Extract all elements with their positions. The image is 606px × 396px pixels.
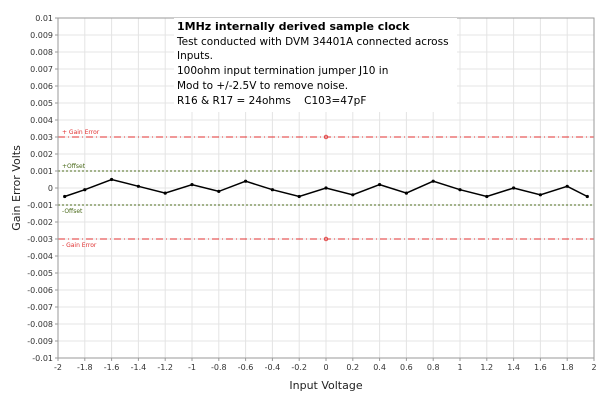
data-point	[217, 189, 221, 193]
x-tick-label: 0.4	[373, 363, 386, 372]
reference-line-label: + Gain Error	[62, 129, 100, 136]
data-point	[511, 186, 516, 190]
y-tick-label: -0.003	[27, 235, 53, 244]
y-tick-label: 0.006	[30, 82, 53, 91]
x-tick-label: 1.8	[561, 363, 574, 372]
data-point	[324, 186, 328, 190]
data-point	[538, 193, 543, 197]
reference-lines: + Gain Error +Offset -Offset - Gain Error	[58, 129, 594, 249]
y-tick-label: -0.004	[27, 252, 53, 261]
x-tick-label: 1.4	[507, 363, 520, 372]
x-axis-title: Input Voltage	[289, 379, 362, 392]
reference-line-label: - Gain Error	[62, 242, 97, 249]
x-tick-label: 0.8	[427, 363, 440, 372]
x-tick-label: -1.2	[157, 363, 173, 372]
y-tick-label: -0.01	[32, 354, 53, 363]
y-axis-title: Gain Error Volts	[10, 145, 23, 231]
x-tick-label: -1	[188, 363, 196, 372]
x-tick-label: 0.2	[346, 363, 359, 372]
y-tick-label: -0.008	[27, 320, 53, 329]
x-tick-label: 0	[323, 363, 328, 372]
data-point	[458, 188, 462, 192]
data-point	[431, 179, 435, 183]
y-tick-label: -0.009	[27, 337, 53, 346]
annotation-line-1: Test conducted with DVM 34401A connected…	[176, 36, 449, 48]
y-tick-label: -0.007	[27, 303, 53, 312]
x-tick-label: 1.2	[480, 363, 493, 372]
data-point	[351, 193, 355, 197]
annotation-line-2: Inputs.	[177, 50, 213, 62]
data-point	[378, 183, 382, 187]
y-tick-label: 0.007	[30, 65, 53, 74]
y-tick-label: 0.002	[30, 150, 53, 159]
data-point	[485, 194, 489, 199]
data-point	[190, 183, 194, 187]
data-point	[63, 194, 67, 199]
x-tick-label: -0.4	[265, 363, 281, 372]
x-tick-label: -0.2	[291, 363, 307, 372]
y-tick-label: 0.001	[30, 167, 53, 176]
data-point	[585, 194, 589, 199]
x-tick-label: 0.6	[400, 363, 413, 372]
y-tick-labels: 0.01 0.009 0.008 0.007 0.006 0.005 0.004 0.003 0…	[27, 14, 58, 363]
data-point	[297, 194, 301, 199]
annotation-background	[174, 18, 457, 112]
annotation-box: 1MHz internally derived sample clock Tes…	[174, 18, 457, 112]
data-point	[136, 184, 140, 188]
y-tick-label: -0.002	[27, 218, 53, 227]
x-tick-label: -0.6	[238, 363, 254, 372]
annotation-line-3: 100ohm input termination jumper J10 in	[177, 65, 388, 77]
x-tick-label: -1.4	[131, 363, 147, 372]
data-series	[63, 177, 589, 199]
y-tick-label: 0.004	[30, 116, 53, 125]
x-tick-label: 1	[457, 363, 462, 372]
reference-marker	[323, 134, 329, 140]
y-tick-label: 0	[48, 184, 53, 193]
annotation-line-4: Mod to +/-2.5V to remove noise.	[177, 80, 348, 92]
y-tick-label: 0.009	[30, 31, 53, 40]
x-tick-label: 2	[591, 363, 596, 372]
data-point	[565, 184, 569, 188]
y-tick-label: 0.008	[30, 48, 53, 57]
data-point	[110, 177, 114, 182]
reference-line-label: -Offset	[62, 208, 83, 215]
data-point	[83, 188, 87, 192]
x-tick-label: 1.6	[534, 363, 547, 372]
annotation-title: 1MHz internally derived sample clock	[177, 20, 410, 33]
reference-marker	[323, 236, 329, 242]
x-tick-labels: -2 -1.8 -1.6 -1.4 -1.2 -1 -0.8 -0.6 -0.4 -0.2 0 0.2…	[54, 358, 597, 372]
data-point	[163, 191, 167, 195]
x-tick-label: -0.8	[211, 363, 227, 372]
data-point	[404, 191, 408, 195]
data-point	[270, 188, 274, 192]
x-tick-label: -2	[54, 363, 62, 372]
y-tick-label: 0.01	[35, 14, 53, 23]
y-tick-label: -0.001	[27, 201, 53, 210]
y-tick-label: 0.003	[30, 133, 53, 142]
y-tick-label: -0.006	[27, 286, 53, 295]
x-tick-label: -1.8	[77, 363, 93, 372]
x-tick-label: -1.6	[104, 363, 120, 372]
y-tick-label: -0.005	[27, 269, 53, 278]
reference-line-label: +Offset	[62, 163, 86, 170]
data-point	[244, 179, 248, 183]
annotation-line-5: R16 & R17 = 24ohms C103=47pF	[177, 95, 366, 107]
y-tick-label: 0.005	[30, 99, 53, 108]
